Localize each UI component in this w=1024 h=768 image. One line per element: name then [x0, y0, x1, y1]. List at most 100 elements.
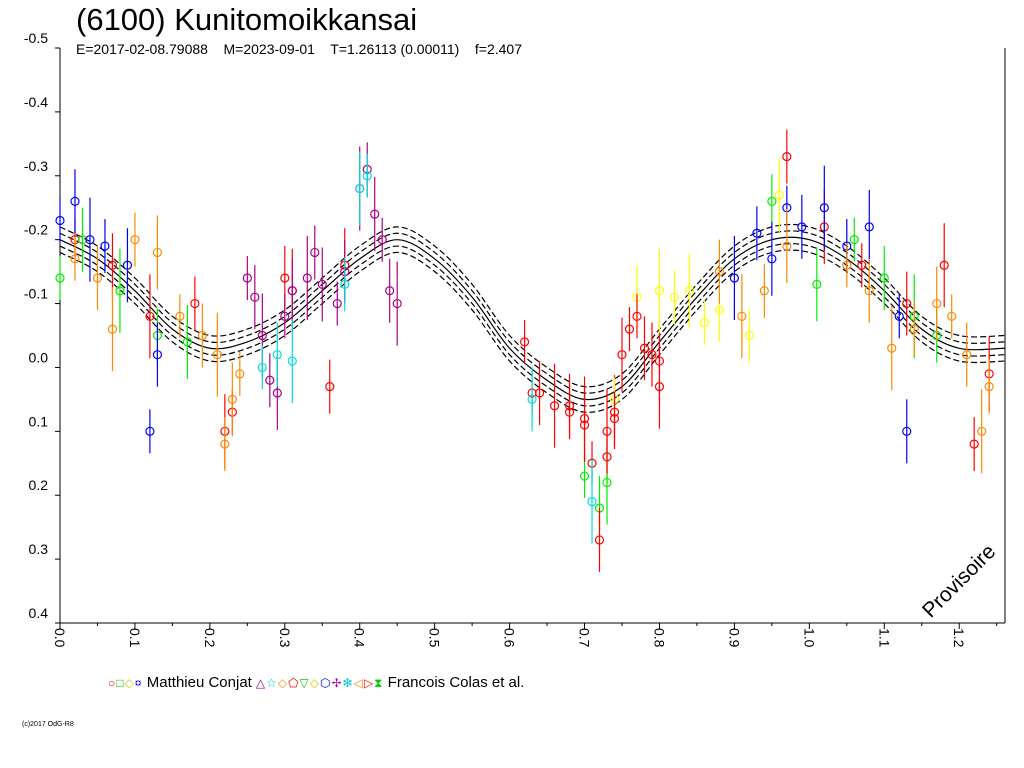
data-point: [145, 426, 155, 436]
y-tick-label: -0.5: [24, 30, 48, 46]
legend: ○□◇¤ Matthieu Conjat △☆◇⬠▽◇⬡✢✻◁▷⧗ Francoi…: [108, 674, 524, 691]
data-point: [857, 260, 867, 270]
data-point: [977, 426, 987, 436]
data-point: [647, 350, 657, 360]
data-point: [534, 388, 545, 398]
data-point: [984, 382, 994, 392]
data-point: [100, 241, 110, 251]
data-point: [767, 196, 777, 206]
data-point: [602, 426, 612, 436]
data-point: [587, 497, 597, 507]
data-point: [564, 407, 575, 417]
y-tick-label: -0.2: [24, 222, 48, 238]
data-point: [932, 298, 942, 309]
data-point: [70, 254, 80, 264]
data-point: [302, 273, 312, 283]
chart-subtitle: E=2017-02-08.79088 M=2023-09-01 T=1.2611…: [76, 41, 522, 57]
data-point: [797, 222, 807, 232]
axes-frame: [55, 47, 1006, 629]
data-point: [579, 420, 590, 430]
data-point: [782, 152, 792, 162]
x-tick-label: 0.0: [52, 628, 68, 648]
x-tick-label: 0.5: [427, 628, 443, 648]
data-point: [385, 286, 395, 296]
legend-symbols-conjat: ○□◇¤: [108, 676, 143, 690]
data-point: [92, 273, 103, 283]
data-point: [654, 382, 665, 392]
data-point: [864, 286, 874, 296]
data-point: [70, 196, 80, 206]
data-point: [370, 209, 380, 219]
x-tick-label: 1.1: [876, 628, 892, 648]
data-point: [122, 260, 133, 270]
data-point: [902, 298, 912, 309]
data-point: [752, 228, 762, 238]
data-point: [362, 171, 372, 181]
data-point: [887, 343, 897, 353]
data-point: [115, 286, 125, 296]
data-point: [377, 235, 387, 245]
x-tick-label: 1.0: [801, 628, 817, 648]
data-point: [549, 401, 560, 411]
data-point: [849, 235, 859, 245]
data-point: [602, 477, 612, 488]
data-point: [744, 330, 754, 341]
data-point: [55, 273, 65, 283]
x-tick-label: 0.7: [577, 628, 593, 648]
data-point: [819, 203, 829, 213]
data-point: [812, 279, 822, 289]
data-point: [355, 183, 365, 194]
x-tick-label: 1.2: [951, 628, 967, 648]
data-point: [152, 350, 163, 360]
data-point: [107, 324, 118, 334]
y-tick-label: 0.0: [29, 349, 49, 365]
data-point: [85, 235, 95, 245]
data-point: [879, 273, 889, 283]
data-point: [145, 311, 155, 321]
data-point: [632, 311, 642, 321]
data-point: [152, 247, 163, 258]
x-tick-label: 0.3: [277, 628, 293, 648]
model-curve: [59, 223, 1006, 388]
data-point: [947, 311, 957, 321]
legend-label-conjat: Matthieu Conjat: [146, 674, 252, 691]
data-point: [107, 260, 118, 270]
data-point: [257, 330, 267, 341]
model-curve: [59, 230, 1006, 394]
data-point: [624, 324, 635, 334]
legend-label-colas: Francois Colas et al.: [387, 674, 525, 691]
data-point: [609, 413, 620, 424]
data-point: [729, 273, 739, 283]
data-point: [579, 471, 590, 481]
data-point: [969, 439, 979, 449]
y-tick-label: 0.1: [29, 413, 49, 429]
data-point: [774, 190, 784, 200]
data-point: [280, 273, 290, 283]
data-point: [272, 350, 282, 360]
data-point: [242, 273, 252, 283]
data-point: [235, 369, 245, 379]
data-point: [527, 394, 537, 404]
x-tick-label: 0.8: [651, 628, 667, 648]
data-point: [684, 286, 695, 296]
y-tick-label: 0.2: [29, 477, 49, 493]
data-point: [197, 330, 207, 341]
data-point: [310, 247, 320, 258]
data-point: [902, 426, 912, 436]
y-tick-label: -0.1: [24, 286, 48, 302]
y-tick-label: 0.3: [29, 541, 49, 557]
tick-labels: -0.5-0.4-0.3-0.2-0.10.00.10.20.30.40.0 0.…: [24, 30, 967, 648]
data-point: [227, 394, 237, 404]
legend-symbols-colas: △☆◇⬠▽◇⬡✢✻◁▷⧗: [255, 676, 384, 690]
x-tick-label: 0.4: [352, 628, 368, 648]
data-point: [280, 311, 290, 321]
data-point: [864, 222, 874, 232]
x-tick-label: 0.1: [127, 628, 143, 648]
data-point: [325, 382, 335, 392]
data-point: [714, 305, 725, 315]
data-point: [669, 292, 680, 302]
data-point: [939, 260, 949, 270]
data-point: [257, 362, 267, 373]
data-point: [340, 279, 350, 289]
